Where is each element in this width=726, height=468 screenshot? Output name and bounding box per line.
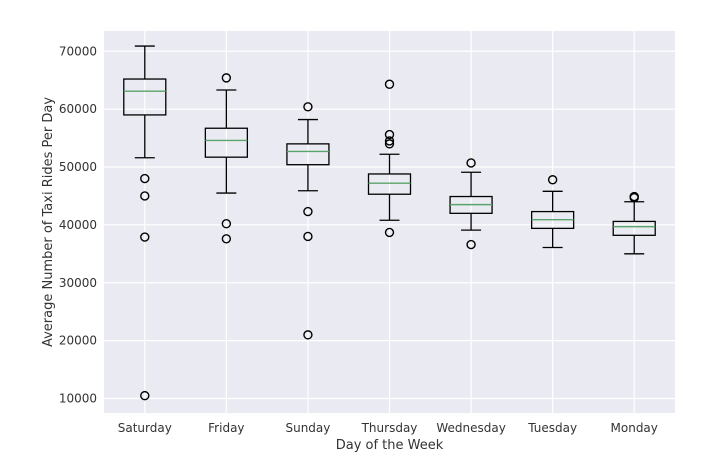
outlier-point (547, 175, 558, 185)
iqr-box (204, 127, 249, 158)
box-thursday (367, 79, 412, 238)
x-tick-label: Tuesday (527, 421, 577, 435)
box-sunday (286, 102, 330, 340)
outlier-point (303, 330, 313, 340)
outlier-point (629, 192, 639, 203)
x-tick-label: Monday (611, 421, 658, 435)
outlier-point (303, 206, 313, 217)
outlier-point (140, 191, 150, 201)
x-tick-label: Saturday (118, 421, 172, 435)
iqr-box (123, 78, 167, 116)
y-tick-label: 40000 (59, 218, 97, 232)
outlier-point (384, 136, 395, 146)
box-wednesday (449, 158, 493, 250)
outlier-point (140, 232, 150, 242)
y-tick-label: 70000 (59, 44, 97, 58)
outlier-point (140, 173, 150, 184)
x-axis-ticks: Saturday Friday Sunday Thursday Wednesday Tue… (118, 421, 658, 435)
y-axis-label: Average Number of Taxi Rides Per Day (41, 97, 56, 347)
iqr-box (367, 173, 412, 195)
outlier-point (221, 234, 232, 244)
y-tick-label: 20000 (59, 334, 97, 348)
x-tick-label: Friday (208, 421, 244, 435)
y-tick-label: 50000 (59, 160, 97, 174)
x-axis-label: Day of the Week (336, 438, 444, 453)
outlier-point (303, 231, 313, 242)
box-saturday (123, 45, 167, 401)
y-tick-label: 10000 (59, 392, 97, 406)
boxes (123, 45, 656, 401)
x-tick-label: Wednesday (436, 421, 505, 435)
outlier-point (384, 79, 395, 89)
outlier-point (140, 390, 150, 401)
y-tick-label: 30000 (59, 276, 97, 290)
box-friday (204, 73, 249, 244)
outlier-point (466, 158, 476, 168)
iqr-box (612, 220, 656, 236)
x-tick-label: Thursday (361, 421, 418, 435)
outlier-point (303, 102, 313, 112)
outlier-point (384, 129, 395, 140)
box-monday (612, 191, 656, 255)
x-tick-label: Sunday (285, 421, 330, 435)
y-axis-ticks: 10000 20000 30000 40000 50000 60000 70000 (59, 44, 97, 405)
box-tuesday (530, 175, 575, 249)
outlier-point (221, 219, 232, 229)
outlier-point (384, 139, 395, 149)
iqr-box (286, 143, 330, 166)
outlier-point (221, 73, 232, 83)
y-tick-label: 60000 (59, 102, 97, 116)
outlier-point (466, 239, 476, 250)
outlier-point (384, 227, 395, 238)
